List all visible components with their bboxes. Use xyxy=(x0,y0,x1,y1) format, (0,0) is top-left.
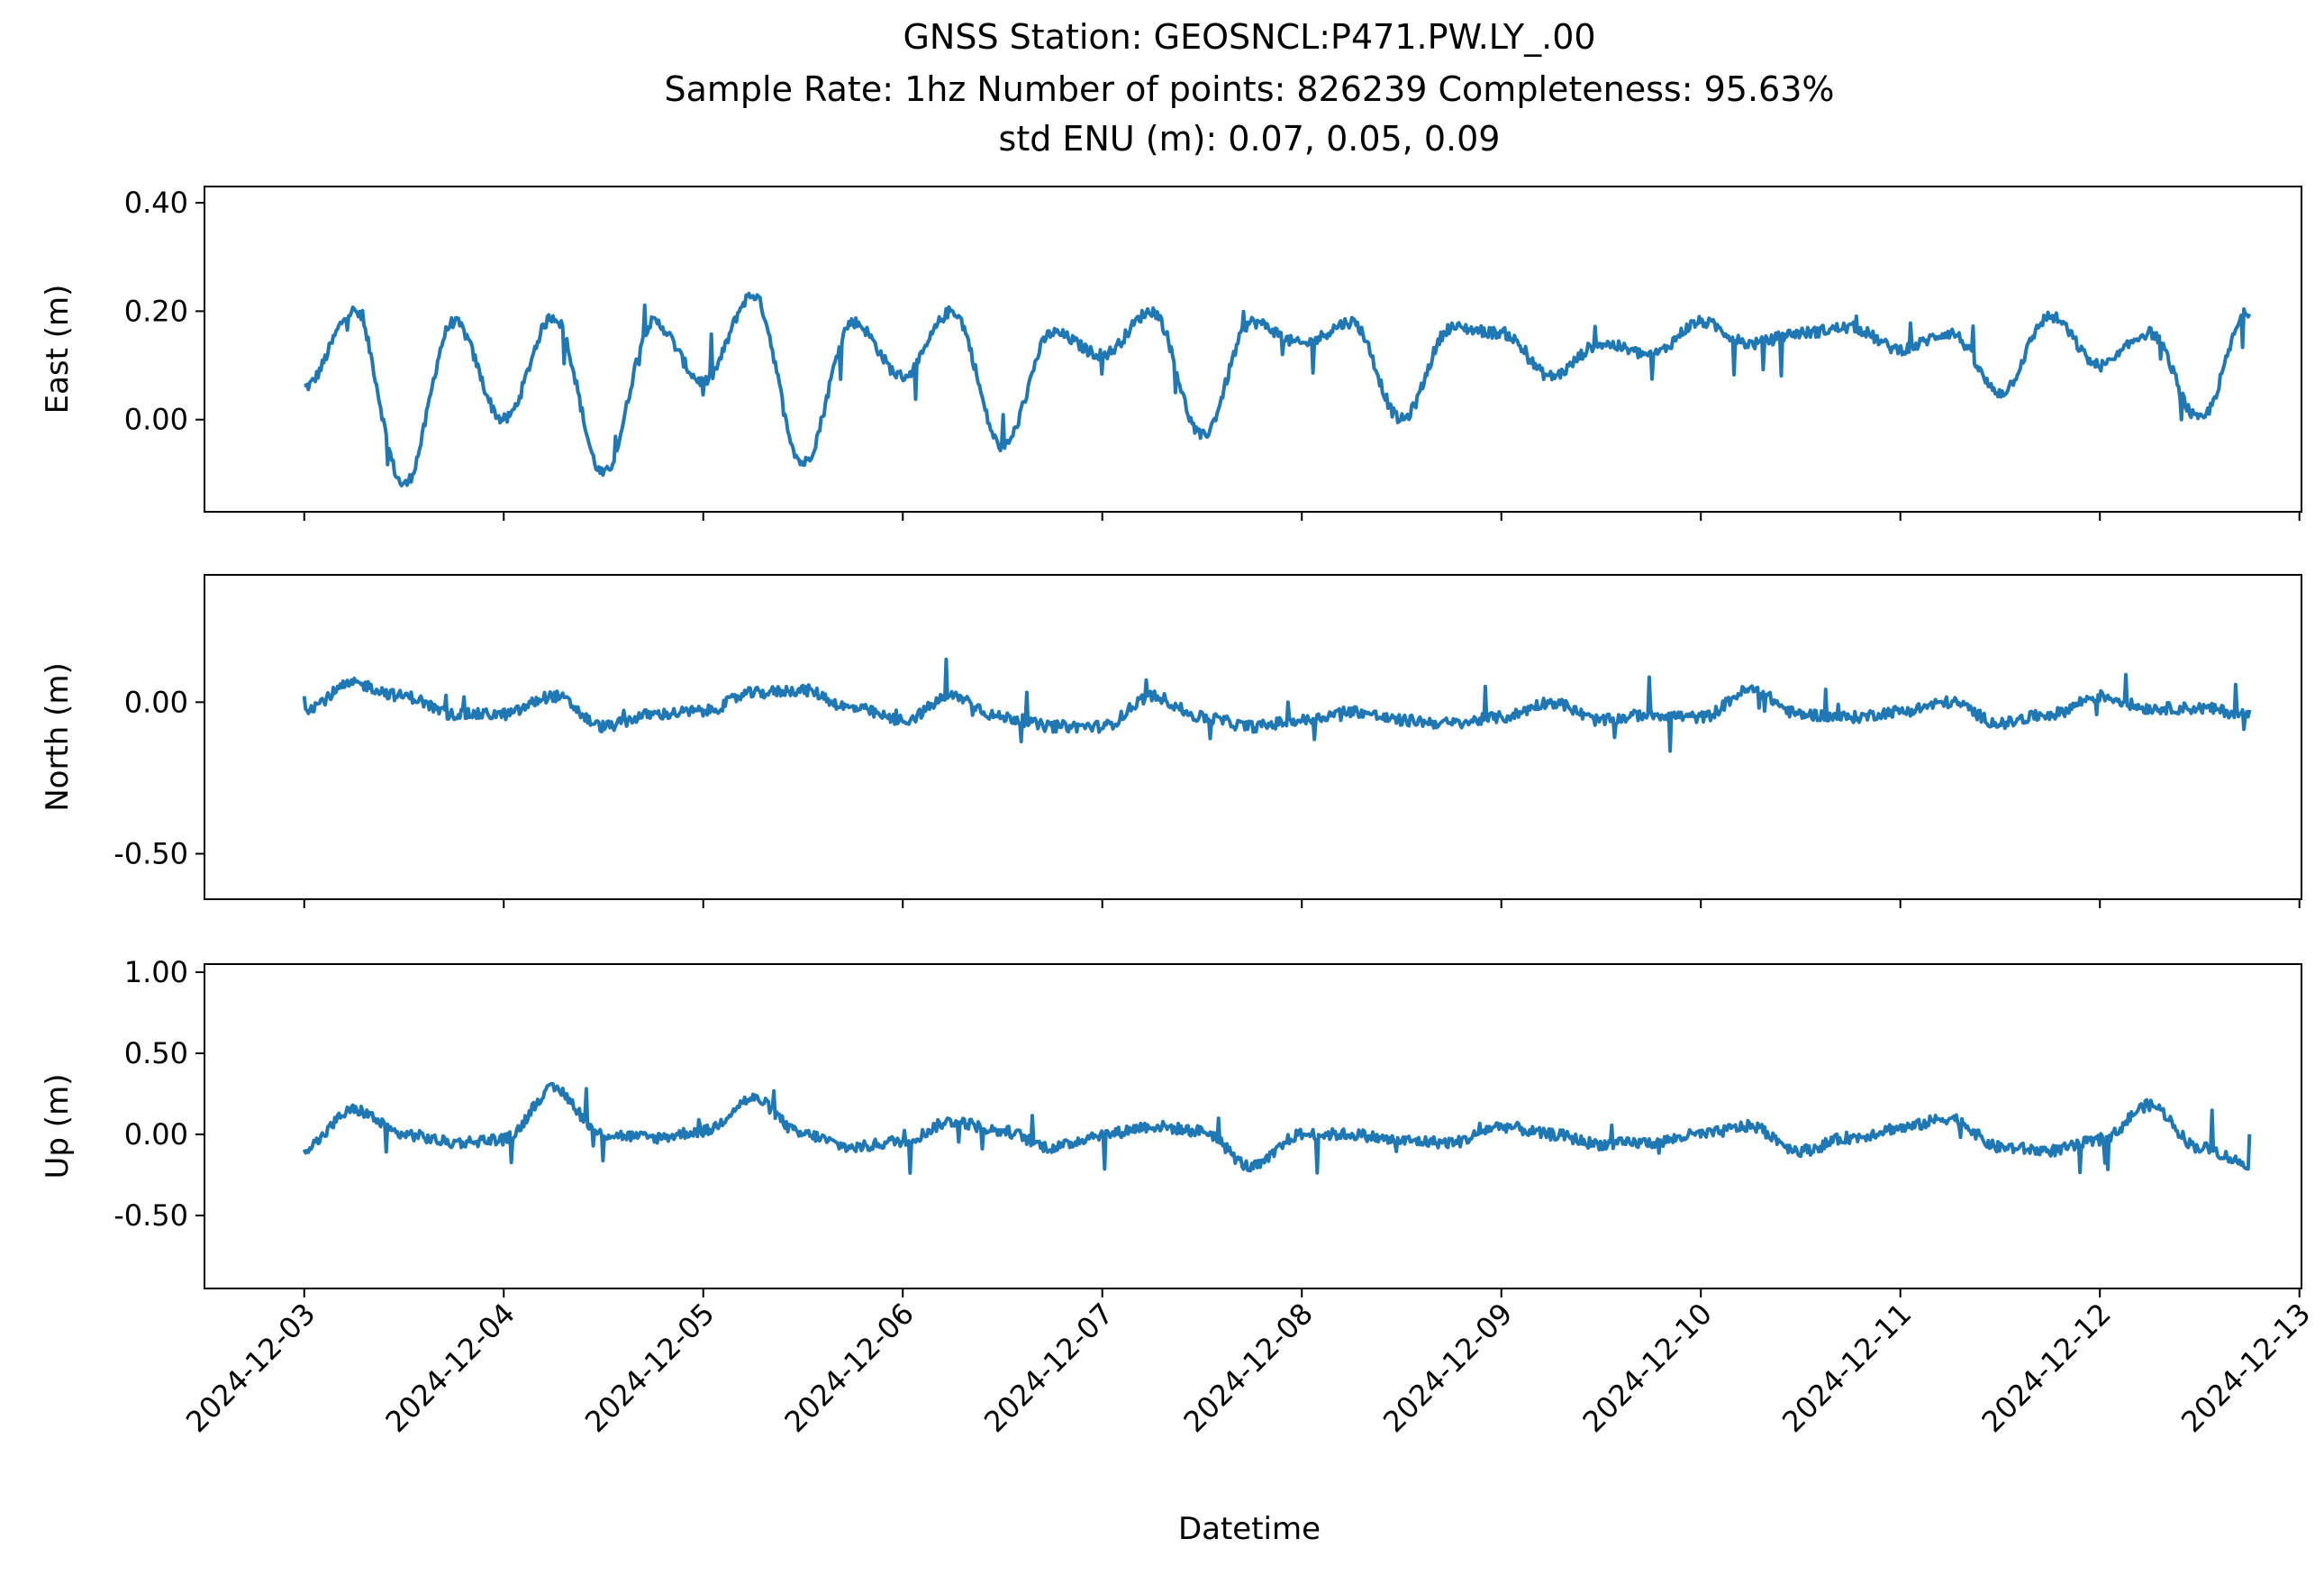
east-y-tick-label-2: 0.00 xyxy=(124,403,188,437)
up-y-tick-label-1: 0.50 xyxy=(124,1036,188,1070)
north-y-axis-label: North (m) xyxy=(40,662,76,812)
up-y-tick-label-3: -0.50 xyxy=(113,1198,188,1233)
up-y-tick-label-0: 1.00 xyxy=(124,955,188,989)
up-y-tick-label-2: 0.00 xyxy=(124,1117,188,1152)
north-panel: 0.00 -0.50 North (m) xyxy=(40,574,2302,908)
north-series-line xyxy=(302,657,2252,753)
east-y-axis-label: East (m) xyxy=(40,285,76,414)
up-panel: 1.00 0.50 0.00 -0.50 Up (m) xyxy=(40,955,2302,1297)
north-y-tick-label-1: -0.50 xyxy=(113,837,188,871)
east-panel: 0.40 0.20 0.00 East (m) xyxy=(40,186,2302,521)
north-y-tick-label-0: 0.00 xyxy=(124,685,188,719)
up-plot-frame xyxy=(204,963,2302,1289)
x-axis-label: Datetime xyxy=(1178,1511,1321,1547)
east-plot-frame xyxy=(204,186,2302,513)
east-y-tick-label-0: 0.40 xyxy=(124,186,188,220)
chart-title-line-2: Sample Rate: 1hz Number of points: 82623… xyxy=(665,69,1835,109)
chart-title-line-3: std ENU (m): 0.07, 0.05, 0.09 xyxy=(999,119,1501,159)
up-y-axis-label: Up (m) xyxy=(40,1074,76,1179)
north-plot-frame xyxy=(204,574,2302,900)
east-series-line xyxy=(304,291,2252,487)
east-y-tick-label-1: 0.20 xyxy=(124,294,188,328)
chart-title-line-1: GNSS Station: GEOSNCL:P471.PW.LY_.00 xyxy=(903,17,1595,57)
up-series-line xyxy=(302,1081,2252,1175)
